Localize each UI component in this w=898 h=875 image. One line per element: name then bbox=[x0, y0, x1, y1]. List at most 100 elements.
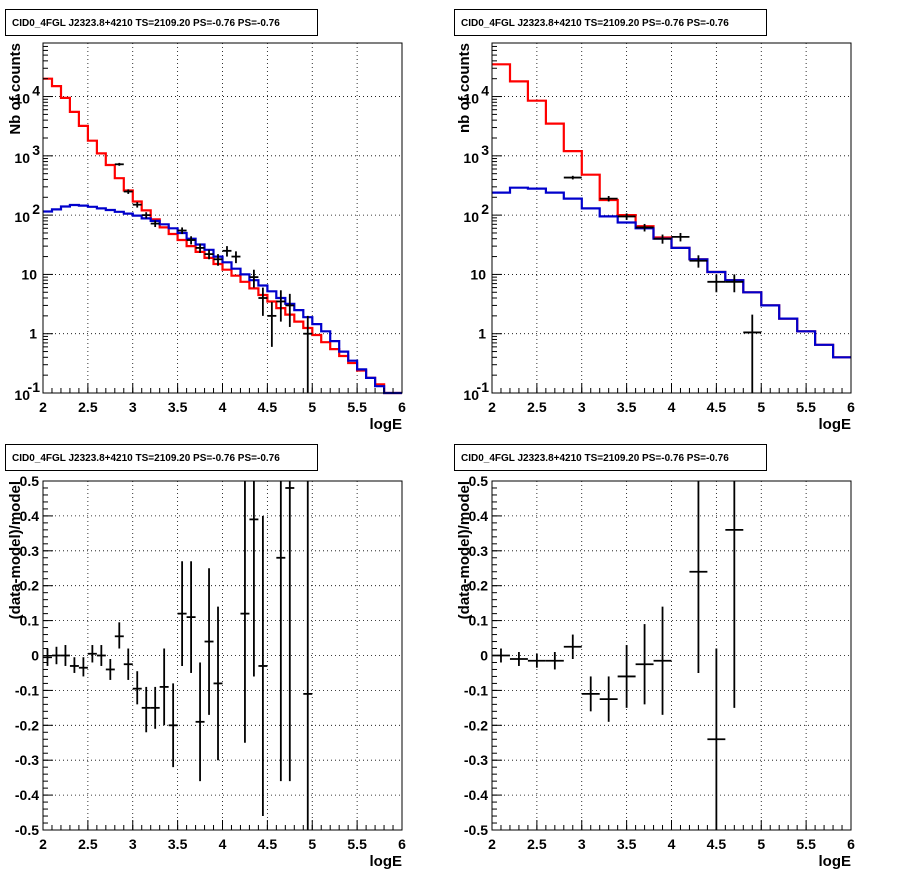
y-tick-label: -0.1 bbox=[464, 682, 488, 698]
x-axis-label: logE bbox=[819, 853, 852, 870]
x-tick-label: 5.5 bbox=[347, 836, 367, 852]
data-point bbox=[509, 652, 528, 666]
data-point bbox=[141, 212, 151, 219]
x-tick-label: 2 bbox=[39, 399, 47, 415]
y-tick-exponent: -1 bbox=[28, 379, 41, 395]
data-point bbox=[204, 568, 214, 715]
y-tick-label: 0.5 bbox=[469, 473, 489, 489]
y-tick-label: 10 bbox=[21, 266, 37, 282]
y-axis-label: (data-model)/model bbox=[456, 481, 473, 619]
y-tick-label: 10 bbox=[14, 209, 30, 225]
panel-2: CID0_4FGL J2323.8+4210 TS=2109.20 PS=-0.… bbox=[454, 9, 855, 433]
x-tick-labels: 2 2.5 3 3.5 4 4.5 5 5.5 6 bbox=[39, 399, 406, 415]
data-point bbox=[707, 648, 726, 830]
data-point bbox=[123, 189, 133, 194]
data-point bbox=[276, 481, 286, 782]
y-tick-exponent: -1 bbox=[477, 379, 490, 395]
data-point bbox=[276, 290, 286, 322]
y-tick-label: 10 bbox=[463, 150, 479, 166]
data-point bbox=[285, 481, 295, 782]
y-tick-label: -0.3 bbox=[464, 752, 488, 768]
panel-3: CID0_4FGL J2323.8+4210 TS=2109.20 PS=-0.… bbox=[5, 444, 406, 870]
data-point bbox=[105, 658, 115, 680]
x-tick-label: 4 bbox=[219, 836, 227, 852]
x-tick-label: 2.5 bbox=[527, 836, 547, 852]
ticks bbox=[42, 480, 403, 831]
chart-title: CID0_4FGL J2323.8+4210 TS=2109.20 PS=-0.… bbox=[461, 453, 729, 464]
y-tick-label: 0.1 bbox=[469, 613, 489, 629]
data-point bbox=[563, 634, 582, 659]
data-point bbox=[545, 652, 564, 670]
data-point bbox=[258, 515, 268, 817]
data-point bbox=[653, 234, 672, 244]
x-tick-label: 3 bbox=[578, 399, 586, 415]
y-tick-label: -0.5 bbox=[464, 822, 488, 838]
y-tick-label: 10 bbox=[14, 150, 30, 166]
x-tick-label: 2.5 bbox=[78, 836, 98, 852]
x-tick-label: 2.5 bbox=[527, 399, 547, 415]
x-tick-label: 4 bbox=[219, 399, 227, 415]
y-axis-label: nb of counts bbox=[456, 43, 473, 133]
data-point bbox=[150, 220, 160, 228]
chart-title: CID0_4FGL J2323.8+4210 TS=2109.20 PS=-0.… bbox=[12, 18, 280, 29]
x-tick-labels: 2 2.5 3 3.5 4 4.5 5 5.5 6 bbox=[39, 836, 406, 852]
data-point bbox=[671, 232, 690, 242]
x-axis-label: logE bbox=[819, 416, 852, 433]
grid bbox=[43, 43, 402, 393]
chart-title: CID0_4FGL J2323.8+4210 TS=2109.20 PS=-0.… bbox=[461, 18, 729, 29]
histogram-series-2 bbox=[492, 186, 851, 359]
data-point bbox=[141, 686, 151, 733]
data-point bbox=[527, 653, 546, 668]
data-point bbox=[258, 287, 268, 316]
x-tick-label: 4.5 bbox=[258, 836, 278, 852]
x-tick-label: 3 bbox=[129, 399, 137, 415]
y-tick-label: 0.2 bbox=[20, 578, 40, 594]
y-tick-label: 0.1 bbox=[20, 613, 40, 629]
data-point bbox=[132, 202, 142, 208]
grid bbox=[492, 481, 851, 830]
y-tick-label: 1 bbox=[29, 326, 37, 342]
x-tick-label: 3.5 bbox=[168, 399, 188, 415]
x-axis-label: logE bbox=[370, 416, 403, 433]
x-tick-label: 5 bbox=[308, 836, 316, 852]
y-tick-label: 10 bbox=[14, 387, 30, 403]
y-tick-label: 0.5 bbox=[20, 473, 40, 489]
y-tick-exponent: 3 bbox=[481, 142, 489, 158]
x-tick-label: 4.5 bbox=[707, 399, 727, 415]
y-axis-label: Nb of counts bbox=[7, 43, 24, 135]
data-point bbox=[69, 657, 79, 673]
title-box bbox=[5, 9, 318, 36]
y-tick-label: -0.3 bbox=[15, 752, 39, 768]
x-tick-label: 4.5 bbox=[258, 399, 278, 415]
ticks bbox=[42, 45, 403, 394]
data-point bbox=[689, 481, 708, 673]
data-point bbox=[159, 648, 169, 726]
y-tick-label: 10 bbox=[463, 209, 479, 225]
data-point bbox=[725, 274, 744, 293]
x-tick-label: 5.5 bbox=[796, 399, 816, 415]
data-point bbox=[177, 227, 187, 235]
chart-title: CID0_4FGL J2323.8+4210 TS=2109.20 PS=-0.… bbox=[12, 453, 280, 464]
y-tick-label: 10 bbox=[470, 266, 486, 282]
data-point bbox=[43, 648, 52, 666]
data-point bbox=[599, 676, 618, 722]
y-tick-label: 10 bbox=[463, 91, 479, 107]
data-point bbox=[249, 269, 259, 288]
y-tick-exponent: 2 bbox=[32, 201, 40, 217]
x-tick-label: 2 bbox=[488, 399, 496, 415]
y-tick-label: 10 bbox=[463, 387, 479, 403]
data-point bbox=[150, 686, 160, 729]
data-point bbox=[87, 645, 97, 663]
data-point bbox=[563, 175, 582, 180]
title-box bbox=[454, 444, 767, 471]
data-point bbox=[96, 645, 106, 666]
histogram-series-1 bbox=[492, 63, 851, 359]
data-point bbox=[303, 315, 313, 393]
x-tick-label: 5.5 bbox=[796, 836, 816, 852]
data-point bbox=[285, 293, 295, 327]
data-point bbox=[653, 606, 672, 715]
y-tick-label: 0.3 bbox=[469, 543, 489, 559]
data-point bbox=[123, 648, 133, 680]
